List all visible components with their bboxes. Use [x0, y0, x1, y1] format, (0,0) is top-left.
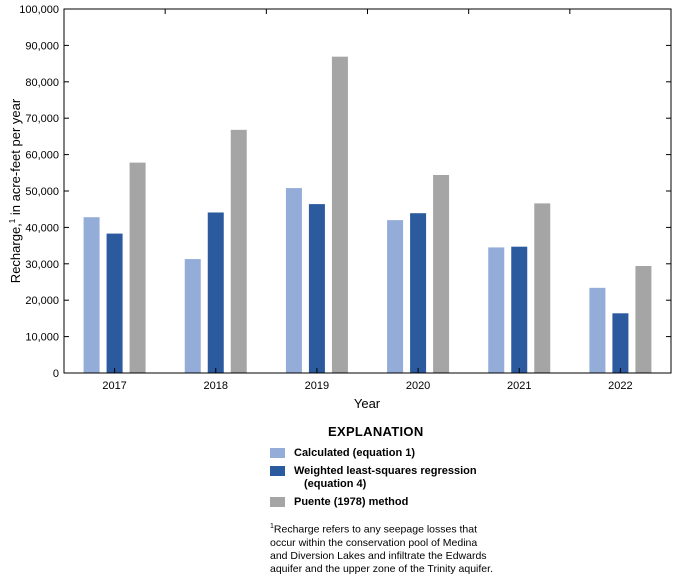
footnote-line-2: occur within the conservation pool of Me…	[270, 536, 478, 549]
bars-group	[83, 56, 652, 374]
y-tick-label: 80,000	[25, 77, 59, 89]
x-tick-label: 2017	[102, 380, 126, 392]
legend-label-calculated: Calculated (equation 1)	[294, 447, 416, 459]
x-axis-ticks: 2017 2018 2019 2020 2021 2022	[102, 9, 633, 392]
footnote-line-3: and Diversion Lakes and infiltrate the E…	[270, 549, 487, 562]
legend-swatch-calculated	[270, 448, 285, 458]
legend-label-weighted: Weighted least-squares regression (equat…	[294, 465, 477, 491]
bar	[129, 162, 146, 373]
bar	[230, 129, 247, 373]
y-tick-label: 70,000	[25, 113, 59, 125]
bar	[534, 203, 551, 373]
x-tick-label: 2020	[406, 380, 430, 392]
legend-swatch-puente	[270, 497, 285, 507]
y-tick-label: 40,000	[25, 222, 59, 234]
bar	[612, 313, 629, 373]
legend: EXPLANATION Calculated (equation 1) Weig…	[270, 424, 670, 509]
y-axis-ticks: 0 10,000 20,000 30,000 40,000 50,000 60,000 70,…	[19, 4, 671, 380]
bar	[635, 265, 652, 373]
x-tick-label: 2022	[608, 380, 632, 392]
footnote-marker: 1	[270, 523, 274, 530]
y-tick-label: 60,000	[25, 150, 59, 162]
bar	[331, 56, 348, 374]
bar	[184, 259, 201, 373]
bar	[387, 220, 404, 373]
recharge-bar-chart: 0 10,000 20,000 30,000 40,000 50,000 60,000 70,…	[8, 4, 672, 411]
x-tick-label: 2018	[204, 380, 228, 392]
legend-label-weighted-line1: Weighted least-squares regression	[294, 465, 477, 477]
bar	[511, 246, 528, 373]
legend-label-puente: Puente (1978) method	[294, 496, 409, 508]
legend-item-weighted: Weighted least-squares regression (equat…	[270, 465, 670, 491]
bar	[410, 213, 427, 373]
footnote-line-4: aquifer and the upper zone of the Trinit…	[270, 562, 493, 575]
y-tick-label: 90,000	[25, 40, 59, 52]
bar	[83, 217, 100, 373]
footnote-line-1: 1Recharge refers to any seepage losses t…	[270, 523, 478, 536]
legend-swatch-weighted	[270, 466, 285, 476]
y-tick-label: 50,000	[25, 186, 59, 198]
legend-label-weighted-line2: (equation 4)	[304, 478, 367, 490]
bar	[488, 247, 505, 373]
footnote: 1Recharge refers to any seepage losses t…	[270, 520, 500, 576]
bar	[285, 188, 302, 373]
bar	[308, 204, 325, 373]
x-tick-label: 2019	[305, 380, 329, 392]
plot-frame	[63, 8, 672, 374]
y-tick-label: 0	[53, 368, 59, 380]
y-tick-label: 100,000	[19, 4, 59, 16]
legend-title: EXPLANATION	[328, 424, 424, 439]
bar	[433, 174, 450, 373]
y-tick-label: 30,000	[25, 259, 59, 271]
x-axis-title: Year	[354, 396, 381, 411]
y-axis-title: Recharge,1 in acre-feet per year	[8, 98, 23, 283]
legend-item-puente: Puente (1978) method	[270, 496, 670, 509]
legend-item-calculated: Calculated (equation 1)	[270, 447, 670, 460]
y-tick-label: 20,000	[25, 295, 59, 307]
y-tick-label: 10,000	[25, 332, 59, 344]
x-tick-label: 2021	[507, 380, 531, 392]
bar	[207, 212, 224, 373]
bar	[589, 287, 606, 373]
bar	[106, 233, 123, 373]
